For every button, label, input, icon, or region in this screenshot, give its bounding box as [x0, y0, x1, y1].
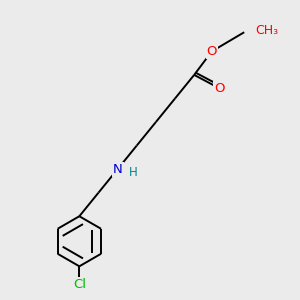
Text: H: H [129, 166, 138, 178]
Text: O: O [207, 45, 217, 58]
Text: N: N [113, 163, 122, 176]
Text: CH₃: CH₃ [255, 24, 278, 37]
Text: O: O [214, 82, 224, 95]
Text: Cl: Cl [73, 278, 86, 291]
